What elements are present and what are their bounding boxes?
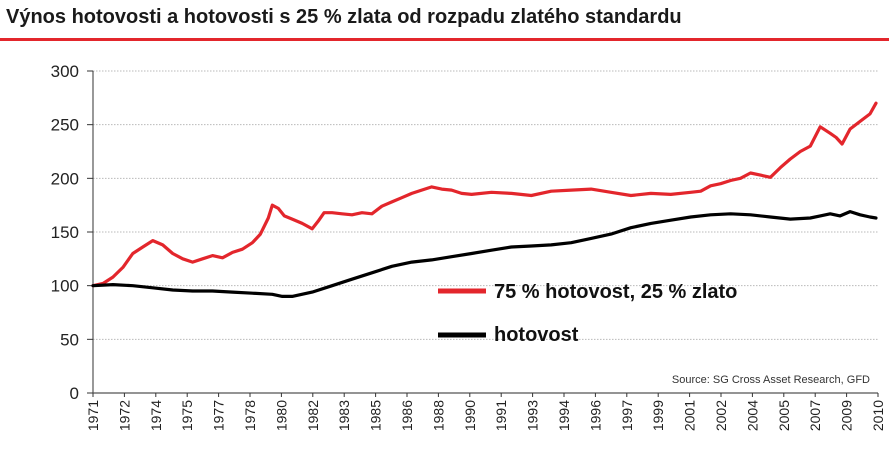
x-tick-label: 2010 xyxy=(870,400,886,431)
x-tick-label: 2002 xyxy=(713,400,729,431)
x-tick-label: 1978 xyxy=(242,400,258,431)
x-tick-label: 1977 xyxy=(211,400,227,431)
grid-lines xyxy=(93,70,878,340)
x-tick-label: 2004 xyxy=(744,400,760,431)
x-tick-label: 2007 xyxy=(807,400,823,431)
legend-label-cash: hotovost xyxy=(494,324,579,346)
x-tick-label: 1994 xyxy=(556,400,572,431)
x-tick-label: 1975 xyxy=(179,400,195,431)
y-axis-ticks: 0 50 100 150 200 250 300 xyxy=(51,62,93,403)
x-tick-label: 1986 xyxy=(399,400,415,431)
chart-title: Výnos hotovosti a hotovosti s 25 % zlata… xyxy=(6,6,682,28)
x-tick-label: 1982 xyxy=(305,400,321,431)
x-tick-label: 1971 xyxy=(85,400,101,431)
y-tick-label: 0 xyxy=(70,384,79,403)
y-tick-label: 150 xyxy=(51,223,79,242)
x-tick-label: 1972 xyxy=(116,400,132,431)
series-line-cash xyxy=(91,210,878,298)
y-tick-label: 250 xyxy=(51,116,79,135)
x-tick-label: 1990 xyxy=(462,400,478,431)
x-tick-label: 1997 xyxy=(619,400,635,431)
x-tick-label: 1999 xyxy=(650,400,666,431)
x-tick-label: 2009 xyxy=(839,400,855,431)
x-tick-label: 1980 xyxy=(273,400,289,431)
y-tick-label: 100 xyxy=(51,277,79,296)
y-tick-label: 50 xyxy=(60,330,79,349)
y-tick-label: 200 xyxy=(51,169,79,188)
x-tick-label: 1974 xyxy=(148,400,164,431)
x-tick-label: 2001 xyxy=(682,400,698,431)
legend-label-mixed: 75 % hotovost, 25 % zlato xyxy=(494,281,737,303)
source-note: Source: SG Cross Asset Research, GFD xyxy=(672,374,870,386)
series-line-mixed xyxy=(91,101,878,288)
y-tick-label: 300 xyxy=(51,62,79,81)
x-tick-label: 1983 xyxy=(336,400,352,431)
x-tick-label: 1988 xyxy=(430,400,446,431)
title-underline xyxy=(0,38,889,41)
x-tick-label: 1993 xyxy=(525,400,541,431)
series-lines xyxy=(91,101,878,298)
x-tick-label: 1991 xyxy=(493,400,509,431)
legend: 75 % hotovost, 25 % zlato hotovost xyxy=(438,281,737,346)
x-tick-label: 1985 xyxy=(368,400,384,431)
x-tick-label: 1996 xyxy=(587,400,603,431)
x-tick-label: 2005 xyxy=(776,400,792,431)
x-axis-ticks: 1971 1972 1974 1975 1977 1978 1980 1982 1983 1985… xyxy=(85,393,886,431)
